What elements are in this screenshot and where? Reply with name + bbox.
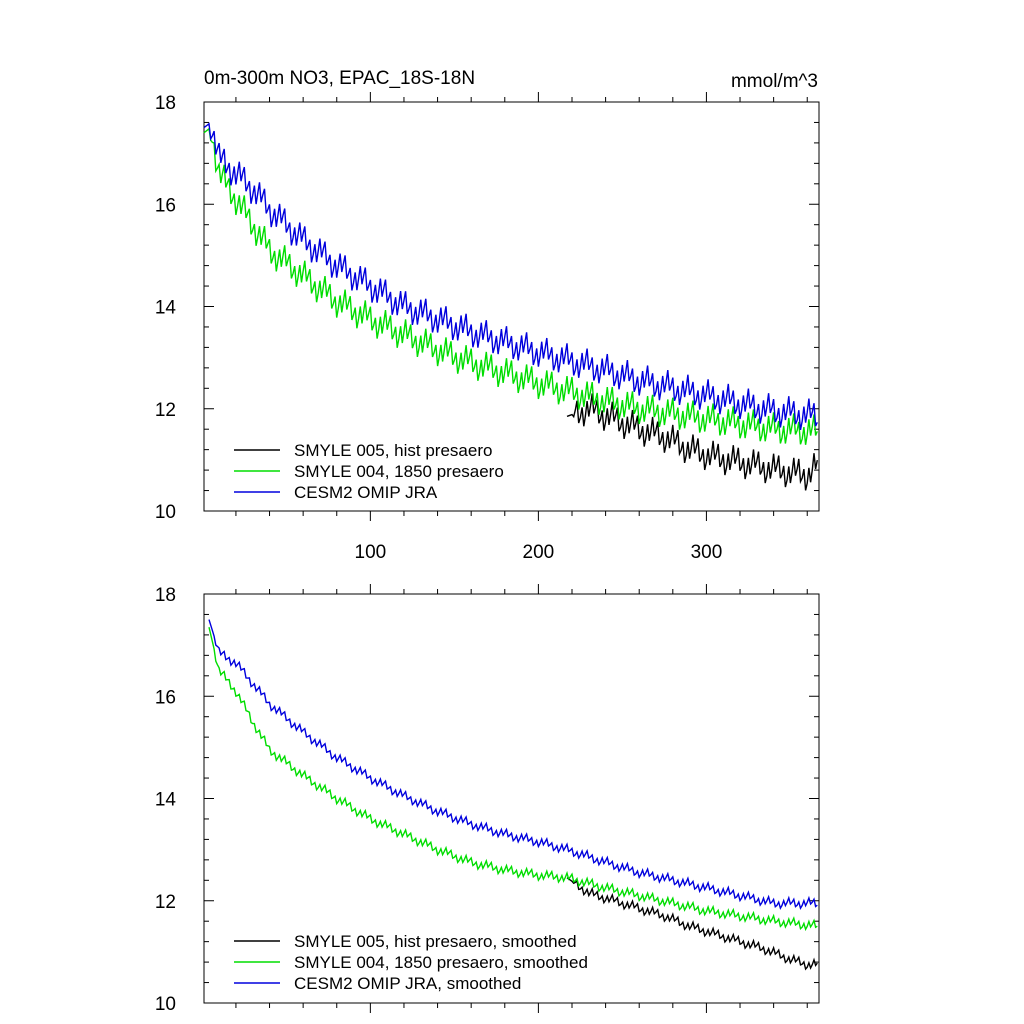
x-tick-label: 200 (523, 542, 555, 563)
y-tick-label: 12 (155, 892, 176, 913)
series-line-2 (208, 627, 818, 932)
series-line-3 (203, 122, 818, 431)
series-line-2 (203, 127, 818, 445)
legend-label: SMYLE 004, 1850 presaero (294, 462, 504, 481)
y-tick-label: 14 (155, 298, 177, 319)
y-tick-label: 10 (155, 994, 176, 1015)
y-tick-label: 18 (155, 585, 176, 606)
legend-label: SMYLE 005, hist presaero (294, 441, 492, 460)
y-tick-label: 16 (155, 195, 176, 216)
x-tick-label: 300 (691, 542, 723, 563)
legend-label: CESM2 OMIP JRA (294, 483, 438, 502)
y-tick-label: 10 (155, 502, 176, 523)
x-tick-label: 100 (355, 542, 387, 563)
y-tick-label: 14 (155, 790, 177, 811)
y-tick-label: 12 (155, 400, 176, 421)
y-tick-label: 18 (155, 93, 176, 114)
legend-label: CESM2 OMIP JRA, smoothed (294, 974, 521, 993)
figure-title: 0m-300m NO3, EPAC_18S-18N (204, 68, 475, 89)
series-line-1 (566, 877, 818, 971)
units-label: mmol/m^3 (731, 71, 818, 92)
top-panel: 10 12 14 16 18 100 200 300 SMYLE 005, hist presa… (155, 92, 820, 563)
series-line-3 (208, 619, 818, 911)
bottom-panel: 10 12 14 16 18 SMYLE 005, hist presaero, smoo… (155, 584, 820, 1015)
series-line-1 (566, 393, 818, 491)
legend-label: SMYLE 004, 1850 presaero, smoothed (294, 953, 588, 972)
legend-label: SMYLE 005, hist presaero, smoothed (294, 932, 577, 951)
y-tick-label: 16 (155, 687, 176, 708)
